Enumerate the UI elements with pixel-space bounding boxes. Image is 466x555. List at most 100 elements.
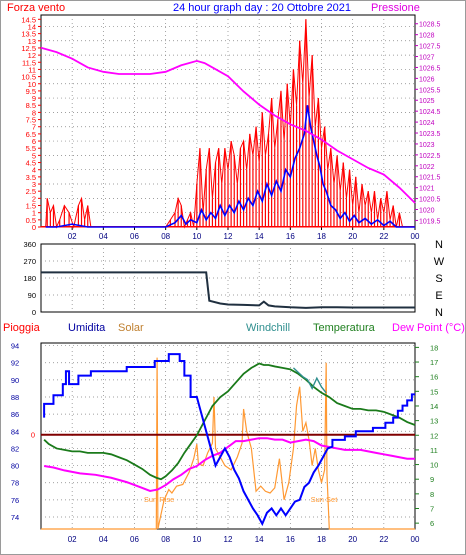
dew-point-line (43, 437, 415, 492)
pressure-y-tick-label: 1021.5 (419, 175, 441, 182)
wind-y-tick-label: 12.5 (21, 44, 36, 53)
humidity-y-tick-label: 82 (11, 444, 19, 453)
temp-x-tick-label: 18 (317, 535, 326, 544)
temp-x-tick-label: 02 (68, 535, 77, 544)
humidity-y-tick-label: 84 (11, 427, 19, 436)
humidity-y-tick-label: 92 (11, 359, 19, 368)
wind-gust-line (45, 105, 415, 228)
pressure-y-tick-label: 1025 (419, 98, 435, 105)
pressure-y-tick-label: 1021 (419, 186, 435, 193)
pressure-y-tick-label: 1027.5 (419, 44, 441, 51)
wind-x-tick-label: 16 (286, 232, 295, 241)
humidity-y-tick-label: 80 (11, 462, 19, 471)
legend-dew-point: Dew Point (°C) (392, 322, 465, 334)
temp-x-tick-label: 22 (379, 535, 388, 544)
legend-umidita: Umidita (68, 322, 106, 334)
direction-y-tick-label: 360 (23, 240, 36, 249)
wind-y-tick-label: 3.5 (26, 173, 36, 182)
temperature-y-tick-label: 12 (430, 431, 438, 440)
humidity-y-tick-label: 76 (11, 496, 19, 505)
wind-y-tick-label: 8 (32, 108, 36, 117)
wind-x-tick-label: 04 (99, 232, 108, 241)
wind-y-tick-label: 13 (28, 37, 36, 46)
wind-y-tick-label: 10 (28, 80, 36, 89)
wind-direction-line (41, 271, 415, 309)
temperature-y-tick-label: 9 (430, 475, 434, 484)
pressure-y-tick-label: 1028.5 (419, 22, 441, 29)
wind-x-tick-label: 20 (348, 232, 357, 241)
temperature-y-tick-label: 8 (430, 490, 434, 499)
temperature-y-tick-label: 16 (430, 373, 438, 382)
wind-x-tick-label: 14 (255, 232, 264, 241)
wind-y-tick-label: 5.5 (26, 144, 36, 153)
temp-x-tick-label: 06 (130, 535, 139, 544)
sunset-label: Sun Set (311, 495, 339, 504)
wind-chart-right-title: Pressione (371, 2, 420, 14)
wind-y-tick-label: 6 (32, 137, 36, 146)
temperature-line (43, 362, 416, 481)
legend-windchill: Windchill (246, 322, 291, 334)
pressure-y-tick-label: 1027 (419, 55, 435, 62)
direction-chart-grid (41, 244, 415, 312)
humidity-y-tick-label: 74 (11, 513, 19, 522)
humidity-line (43, 353, 415, 527)
legend-temperatura: Temperatura (313, 322, 375, 334)
wind-x-tick-label: 18 (317, 232, 326, 241)
compass-label: E (435, 290, 442, 302)
wind-y-tick-label: 1 (32, 209, 36, 218)
wind-x-tick-label: 10 (192, 232, 201, 241)
legend-pioggia: Pioggia (3, 322, 40, 334)
wind-y-tick-label: 10.5 (21, 73, 36, 82)
wind-y-tick-label: 7.5 (26, 116, 36, 125)
wind-y-tick-label: 6.5 (26, 130, 36, 139)
wind-y-tick-label: 4 (32, 166, 36, 175)
rain-y-tick-label: 0 (31, 431, 35, 440)
temp-x-tick-label: 04 (99, 535, 108, 544)
wind-y-tick-label: 9 (32, 94, 36, 103)
pressure-y-tick-label: 1020.5 (419, 197, 441, 204)
wind-y-tick-label: 14.5 (21, 15, 36, 24)
pressure-y-tick-label: 1028 (419, 33, 435, 40)
temperature-y-tick-label: 11 (430, 446, 438, 455)
wind-x-tick-label: 06 (130, 232, 139, 241)
humidity-y-tick-label: 88 (11, 393, 19, 402)
wind-y-tick-label: 11.5 (22, 58, 36, 67)
temperature-y-tick-label: 18 (430, 343, 438, 352)
pressure-y-tick-label: 1026.5 (419, 65, 441, 72)
wind-chart-left-title: Forza vento (7, 2, 66, 14)
chart-title: 24 hour graph day : 20 Ottobre 2021 (173, 2, 351, 14)
pressure-y-tick-label: 1023.5 (419, 131, 441, 138)
direction-y-tick-label: 90 (28, 291, 36, 300)
wind-x-tick-label: 02 (68, 232, 77, 241)
pressure-y-tick-label: 1020 (419, 208, 435, 215)
wind-y-tick-label: 14 (28, 22, 36, 31)
wind-y-tick-label: 2 (32, 194, 36, 203)
wind-y-tick-label: 1.5 (26, 202, 36, 211)
temperature-y-tick-label: 6 (430, 519, 434, 528)
pressure-y-tick-label: 1025.5 (419, 87, 441, 94)
temperature-y-tick-label: 14 (430, 402, 438, 411)
wind-y-tick-label: 9.5 (26, 87, 36, 96)
temp-x-tick-label: 20 (348, 535, 357, 544)
wind-x-tick-label: 12 (224, 232, 233, 241)
wind-x-tick-label: 08 (161, 232, 170, 241)
temp-x-tick-label: 10 (192, 535, 201, 544)
compass-label: N (435, 239, 443, 251)
direction-y-tick-label: 180 (23, 274, 36, 283)
humidity-y-tick-label: 94 (11, 342, 19, 351)
temp-x-tick-label: 00 (411, 535, 420, 544)
direction-y-tick-label: 0 (32, 308, 36, 317)
solar-line (41, 357, 415, 530)
wind-y-tick-label: 0.5 (26, 216, 36, 225)
temperature-y-tick-label: 17 (430, 358, 438, 367)
pressure-y-tick-label: 1022.5 (419, 153, 441, 160)
pressure-y-tick-label: 1026 (419, 76, 435, 83)
windchill-line (292, 367, 327, 394)
compass-label: W (434, 256, 445, 268)
temp-x-tick-label: 08 (161, 535, 170, 544)
humidity-y-tick-label: 86 (11, 410, 19, 419)
wind-y-tick-label: 7 (32, 123, 36, 132)
temp-x-tick-label: 16 (286, 535, 295, 544)
compass-label: N (435, 307, 443, 319)
